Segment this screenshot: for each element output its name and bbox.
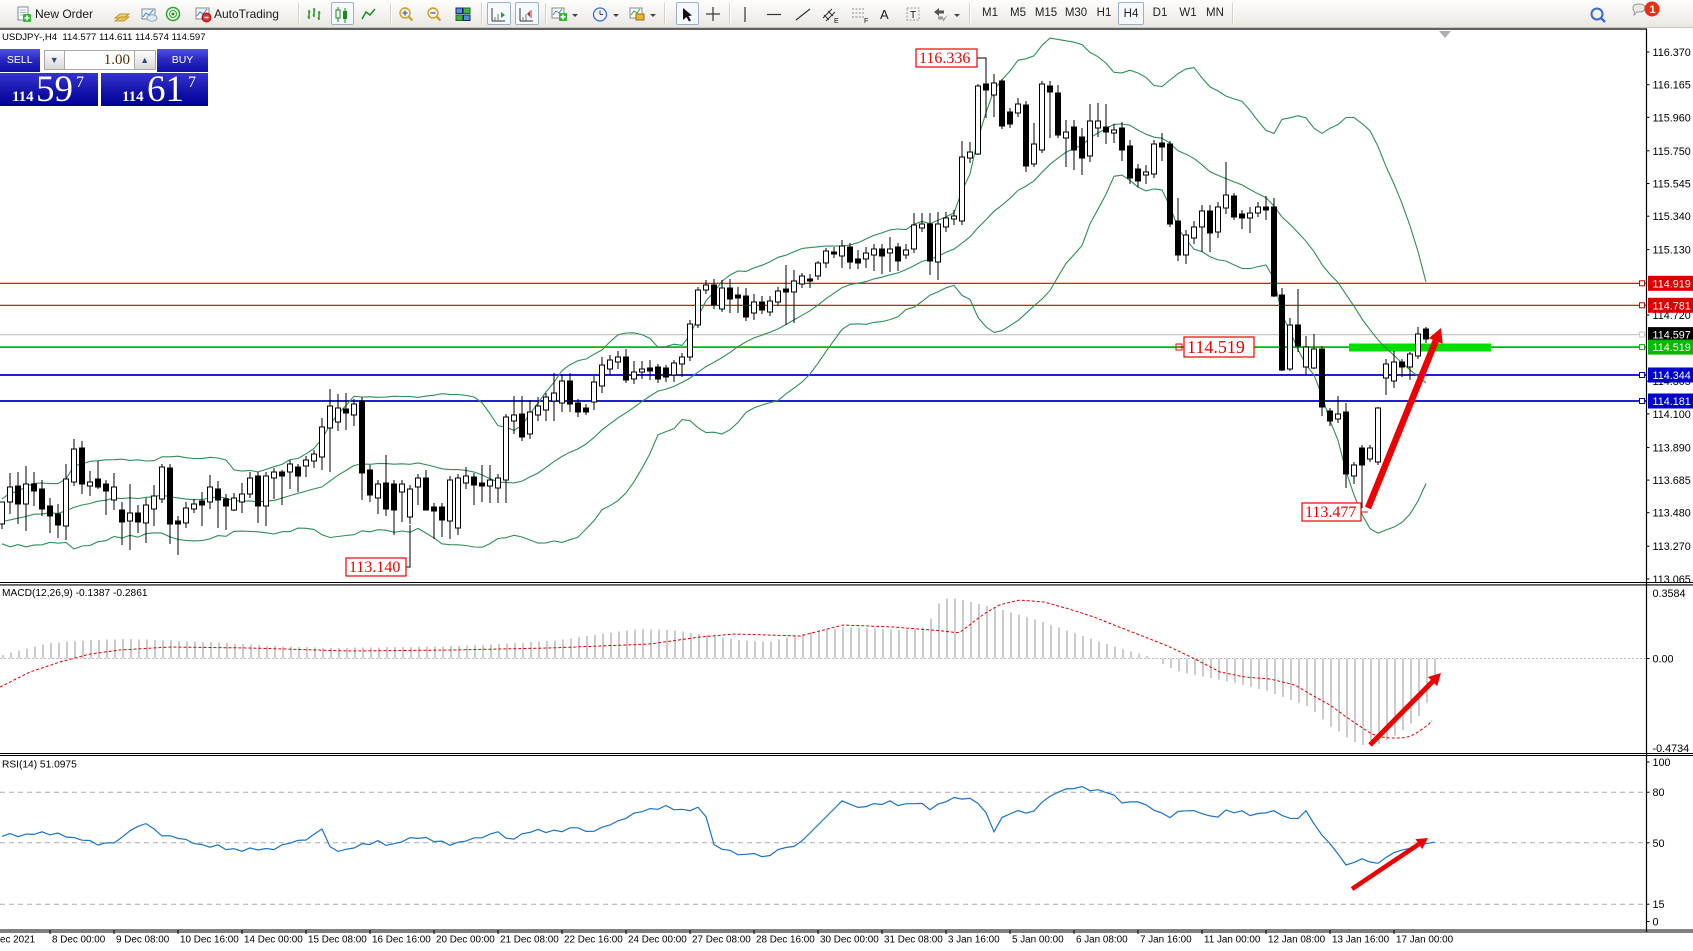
svg-text:30 Dec 00:00: 30 Dec 00:00: [820, 935, 879, 946]
svg-text:114.720: 114.720: [1653, 310, 1691, 322]
svg-text:50: 50: [1653, 838, 1665, 850]
svg-text:28 Dec 16:00: 28 Dec 16:00: [756, 935, 815, 946]
svg-text:114.781: 114.781: [1653, 300, 1691, 312]
svg-text:27 Dec 08:00: 27 Dec 08:00: [692, 935, 751, 946]
svg-text:113.065: 113.065: [1653, 574, 1691, 586]
svg-text:USDJPY-,H4 114.577 114.611 11: USDJPY-,H4 114.577 114.611 114.574 114.5…: [2, 32, 206, 43]
svg-text:ec 2021: ec 2021: [0, 935, 36, 946]
svg-text:10 Dec 16:00: 10 Dec 16:00: [180, 935, 239, 946]
svg-text:114.919: 114.919: [1653, 278, 1691, 290]
svg-text:6 Jan 08:00: 6 Jan 08:00: [1076, 935, 1128, 946]
svg-text:0.00: 0.00: [1653, 654, 1674, 666]
svg-text:24 Dec 00:00: 24 Dec 00:00: [628, 935, 687, 946]
svg-text:14 Dec 00:00: 14 Dec 00:00: [244, 935, 303, 946]
svg-text:115.545: 115.545: [1653, 179, 1691, 191]
svg-text:20 Dec 00:00: 20 Dec 00:00: [436, 935, 495, 946]
svg-text:113.140: 113.140: [349, 559, 400, 576]
svg-text:114.344: 114.344: [1653, 370, 1691, 382]
svg-text:80: 80: [1653, 787, 1665, 799]
svg-text:8 Dec 00:00: 8 Dec 00:00: [52, 935, 106, 946]
svg-text:114.181: 114.181: [1653, 396, 1691, 408]
svg-text:3 Jan 16:00: 3 Jan 16:00: [948, 935, 1000, 946]
svg-text:22 Dec 16:00: 22 Dec 16:00: [564, 935, 623, 946]
svg-text:113.477: 113.477: [1305, 504, 1356, 521]
svg-text:114.100: 114.100: [1653, 409, 1691, 421]
svg-text:115.750: 115.750: [1653, 146, 1691, 158]
svg-text:113.480: 113.480: [1653, 508, 1691, 520]
svg-text:T: T: [910, 10, 916, 21]
svg-text:116.336: 116.336: [919, 50, 970, 67]
svg-text:21 Dec 08:00: 21 Dec 08:00: [500, 935, 559, 946]
svg-text:114.519: 114.519: [1187, 337, 1245, 357]
svg-text:115.340: 115.340: [1653, 211, 1691, 223]
svg-text:E: E: [834, 18, 839, 25]
svg-text:100: 100: [1653, 757, 1671, 769]
svg-text:115.130: 115.130: [1653, 245, 1691, 257]
svg-text:9 Dec 08:00: 9 Dec 08:00: [116, 935, 170, 946]
svg-text:MACD(12,26,9) -0.1387 -0.2861: MACD(12,26,9) -0.1387 -0.2861: [2, 588, 148, 599]
svg-text:113.270: 113.270: [1653, 541, 1691, 553]
svg-text:5 Jan 00:00: 5 Jan 00:00: [1012, 935, 1064, 946]
svg-text:0: 0: [1653, 917, 1659, 929]
svg-text:11 Jan 00:00: 11 Jan 00:00: [1204, 935, 1261, 946]
svg-text:F: F: [864, 18, 868, 25]
svg-text:113.685: 113.685: [1653, 475, 1691, 487]
svg-text:13 Jan 16:00: 13 Jan 16:00: [1332, 935, 1390, 946]
svg-text:114.597: 114.597: [1653, 330, 1691, 342]
svg-text:16 Dec 16:00: 16 Dec 16:00: [372, 935, 431, 946]
svg-text:116.370: 116.370: [1653, 47, 1691, 59]
svg-text:1: 1: [1650, 4, 1656, 16]
svg-text:114.519: 114.519: [1653, 342, 1691, 354]
svg-text:15 Dec 08:00: 15 Dec 08:00: [308, 935, 367, 946]
svg-text:12 Jan 08:00: 12 Jan 08:00: [1268, 935, 1326, 946]
svg-text:113.890: 113.890: [1653, 442, 1691, 454]
svg-text:7 Jan 16:00: 7 Jan 16:00: [1140, 935, 1192, 946]
svg-text:RSI(14) 51.0975: RSI(14) 51.0975: [2, 760, 77, 771]
svg-text:116.165: 116.165: [1653, 80, 1691, 92]
svg-text:31 Dec 08:00: 31 Dec 08:00: [884, 935, 943, 946]
svg-text:-0.4734: -0.4734: [1653, 743, 1690, 755]
svg-text:15: 15: [1653, 899, 1665, 911]
svg-text:0.3584: 0.3584: [1653, 588, 1686, 600]
svg-text:115.960: 115.960: [1653, 112, 1691, 124]
svg-text:17 Jan 00:00: 17 Jan 00:00: [1396, 935, 1454, 946]
